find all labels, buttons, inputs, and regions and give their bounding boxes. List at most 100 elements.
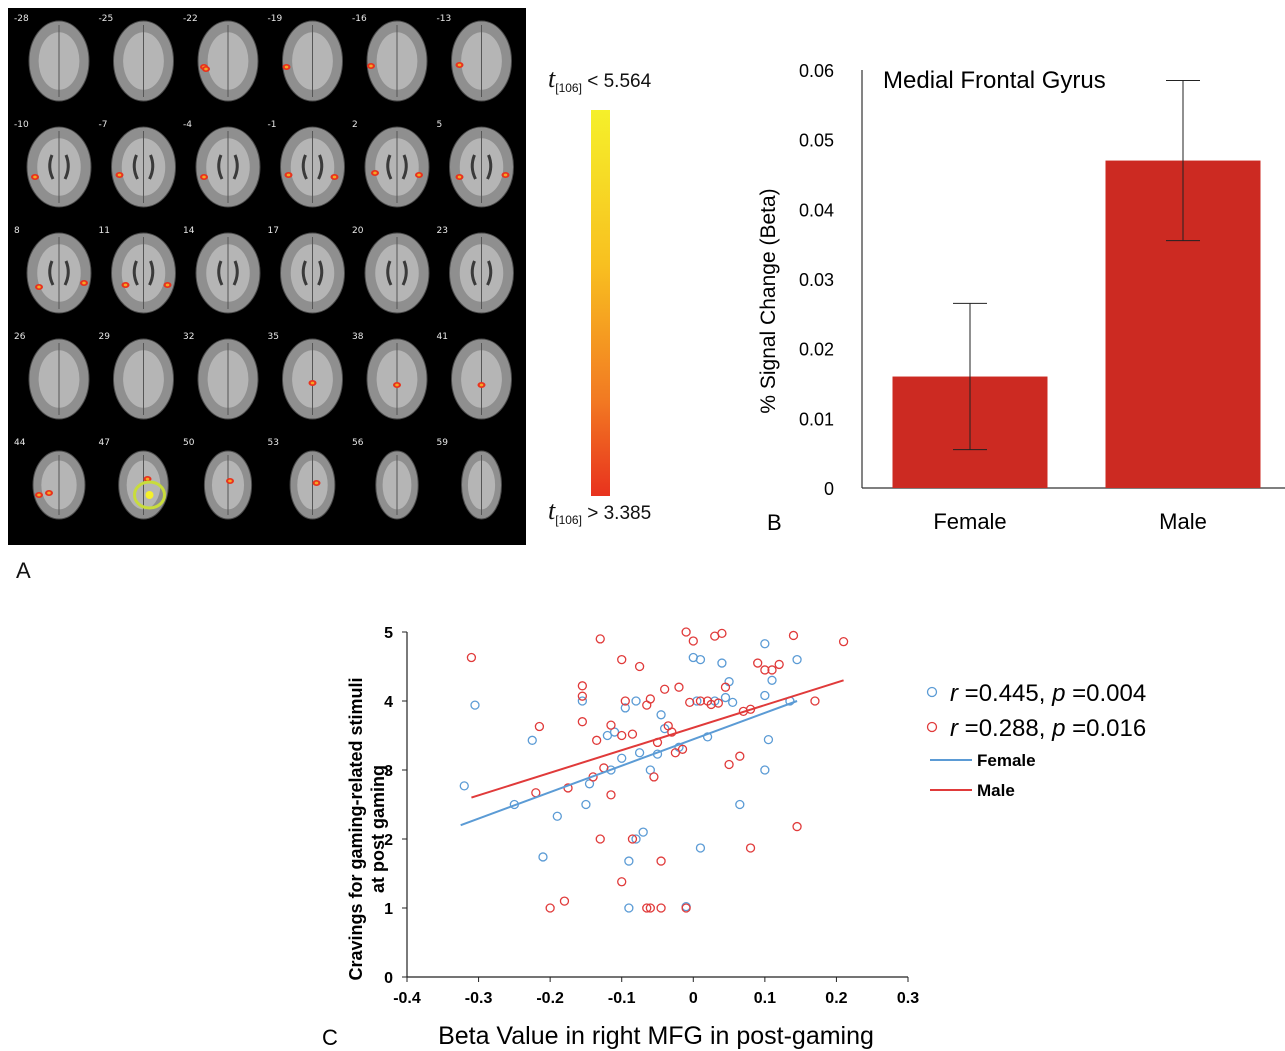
male-data-point xyxy=(645,903,655,913)
male-data-point xyxy=(706,699,716,710)
male-data-point xyxy=(620,696,630,706)
female-data-point xyxy=(631,696,641,706)
activation-core xyxy=(204,67,208,71)
scatter-x-tick-label: 0.3 xyxy=(897,990,919,1007)
male-data-point xyxy=(577,681,588,691)
brain-ventricles xyxy=(217,154,239,180)
female-data-point xyxy=(624,903,634,913)
activation-core xyxy=(479,383,484,387)
slice-coordinate-label: 41 xyxy=(437,332,448,342)
scatter-y-tick-label: 5 xyxy=(384,625,393,642)
scatter-x-tick-label: -0.3 xyxy=(465,990,493,1007)
legend-female-label: Female xyxy=(977,751,1036,770)
activation-core xyxy=(286,173,291,177)
legend-male-label: Male xyxy=(977,781,1015,800)
bar-y-tick-label: 0.05 xyxy=(799,131,834,151)
male-data-point xyxy=(577,717,588,727)
slice-coordinate-label: 50 xyxy=(183,438,195,448)
activation-core xyxy=(284,65,289,69)
bar-y-tick-label: 0.03 xyxy=(799,270,834,290)
female-data-point xyxy=(538,852,548,862)
scatter-x-tick-label: 0 xyxy=(689,990,698,1007)
female-data-point xyxy=(620,703,630,713)
female-data-point xyxy=(459,781,469,791)
male-data-point xyxy=(627,729,638,739)
male-data-point xyxy=(681,903,691,913)
male-data-point xyxy=(545,903,555,913)
male-data-point xyxy=(656,903,666,913)
female-data-point xyxy=(581,799,591,810)
male-data-point xyxy=(656,856,666,866)
female-data-point xyxy=(634,748,645,758)
brain-ventricles xyxy=(132,260,155,286)
scatter-x-tick-label: -0.2 xyxy=(536,990,564,1007)
legend-male-p-symbol: p xyxy=(1051,715,1065,742)
male-data-point xyxy=(745,843,756,853)
bar-y-tick-label: 0.06 xyxy=(799,61,834,81)
male-data-point xyxy=(627,834,638,844)
slice-coordinate-label: -1 xyxy=(268,120,277,130)
activation-core xyxy=(373,171,377,175)
legend-female-p-value: =0.004 xyxy=(1072,680,1146,707)
brain-ventricles xyxy=(386,154,408,180)
activation-core xyxy=(202,175,206,179)
female-data-point xyxy=(638,827,648,837)
legend-female-stats: r =0.445, p =0.004 xyxy=(950,680,1146,707)
slice-coordinate-label: -19 xyxy=(268,14,283,24)
legend-male-marker xyxy=(926,721,938,733)
male-data-point xyxy=(760,665,770,675)
male-data-point xyxy=(792,821,802,832)
legend-female-r-value: =0.445, xyxy=(965,680,1046,707)
male-data-point xyxy=(660,684,670,694)
male-data-point xyxy=(559,896,570,906)
male-data-point xyxy=(838,637,849,647)
male-data-point xyxy=(606,720,616,730)
bar-chart-title: Medial Frontal Gyrus xyxy=(883,67,1106,94)
scatter-y-tick-label: 1 xyxy=(384,901,393,918)
male-data-point xyxy=(592,735,602,745)
female-data-point xyxy=(470,700,480,710)
slice-coordinate-label: -22 xyxy=(183,14,198,24)
male-data-point xyxy=(788,630,799,641)
scatter-x-tick-label: 0.2 xyxy=(825,990,847,1007)
scatter-x-tick-label: -0.4 xyxy=(393,990,421,1007)
female-data-point xyxy=(602,730,613,741)
scatter-plot-cravings: Cravings for gaming-related stimuli at p… xyxy=(322,625,1146,1050)
female-data-point xyxy=(760,639,770,649)
female-data-point xyxy=(656,710,666,720)
male-data-point xyxy=(753,658,763,668)
colorbar-max-t: t xyxy=(548,64,556,93)
brain-ventricles xyxy=(470,260,493,286)
scatter-y-tick-label: 0 xyxy=(384,970,393,987)
slice-coordinate-label: -28 xyxy=(14,14,29,24)
brain-ventricles xyxy=(470,154,493,180)
slice-coordinate-label: 29 xyxy=(99,332,111,342)
slice-coordinate-label: 53 xyxy=(268,438,279,448)
activation-core xyxy=(37,493,41,497)
female-data-point xyxy=(717,658,727,668)
brain-ventricles xyxy=(301,154,324,180)
scatter-y-tick-label: 3 xyxy=(384,763,393,780)
slice-coordinate-label: 38 xyxy=(352,332,364,342)
slice-coordinate-label: 14 xyxy=(183,226,195,236)
slice-coordinate-label: 23 xyxy=(437,226,448,236)
activation-core xyxy=(310,381,315,385)
male-data-point xyxy=(595,634,605,644)
activation-core xyxy=(33,175,37,179)
slice-coordinate-label: -25 xyxy=(99,14,114,24)
female-data-point xyxy=(577,696,588,706)
male-fit-line xyxy=(471,679,844,799)
bar-y-tick-label: 0.02 xyxy=(799,340,834,360)
male-data-point xyxy=(717,628,727,639)
activation-core xyxy=(332,175,337,179)
male-data-point xyxy=(695,696,706,706)
scatter-y-axis-label-line1: Cravings for gaming-related stimuli xyxy=(346,677,366,980)
brain-ventricles xyxy=(48,154,70,180)
legend-female-p-symbol: p xyxy=(1051,680,1065,707)
male-data-point xyxy=(767,665,777,675)
legend-male-stats: r =0.288, p =0.016 xyxy=(950,715,1146,742)
male-data-point xyxy=(713,698,723,708)
male-data-point xyxy=(606,790,616,800)
colorbar-min-label: t[106] > 3.385 xyxy=(548,496,651,527)
slice-coordinate-label: 11 xyxy=(99,226,110,236)
